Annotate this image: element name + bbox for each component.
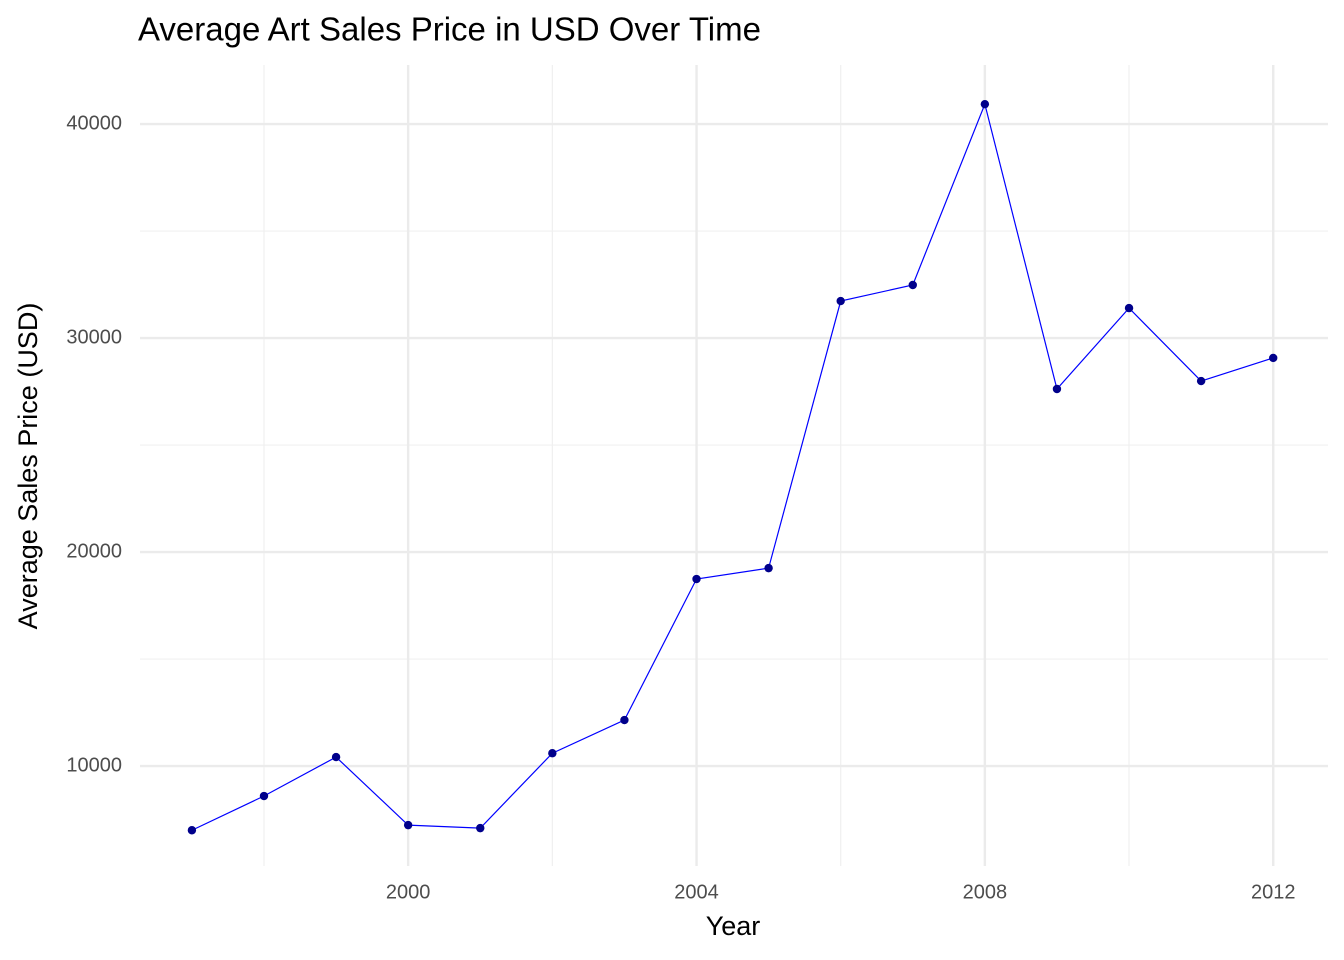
marks bbox=[187, 99, 1278, 835]
point bbox=[1124, 303, 1134, 313]
point bbox=[403, 820, 413, 830]
point bbox=[548, 749, 557, 758]
y-tick-label: 20000 bbox=[66, 540, 122, 562]
point bbox=[980, 99, 990, 109]
y-tick-label: 30000 bbox=[66, 326, 122, 348]
x-axis-title: Year bbox=[706, 911, 761, 941]
point bbox=[1269, 353, 1278, 363]
point bbox=[259, 791, 269, 801]
point bbox=[1052, 384, 1062, 394]
grid bbox=[140, 65, 1328, 866]
point bbox=[331, 752, 341, 762]
line bbox=[191, 102, 1274, 831]
point bbox=[908, 280, 917, 290]
point bbox=[187, 826, 197, 835]
point bbox=[620, 715, 629, 725]
x-tick-label: 2008 bbox=[963, 881, 1008, 903]
point bbox=[836, 296, 845, 306]
x-tick-label: 2012 bbox=[1251, 881, 1296, 903]
point bbox=[692, 574, 701, 584]
chart-title: Average Art Sales Price in USD Over Time bbox=[138, 11, 761, 48]
y-tick-label: 10000 bbox=[66, 754, 122, 776]
y-tick-label: 40000 bbox=[66, 112, 122, 134]
point bbox=[764, 563, 773, 573]
x-tick-label: 2000 bbox=[386, 881, 431, 903]
y-axis-title: Average Sales Price (USD) bbox=[13, 303, 43, 630]
x-tick-label: 2004 bbox=[674, 881, 719, 903]
point bbox=[1196, 376, 1206, 386]
point bbox=[476, 823, 485, 833]
